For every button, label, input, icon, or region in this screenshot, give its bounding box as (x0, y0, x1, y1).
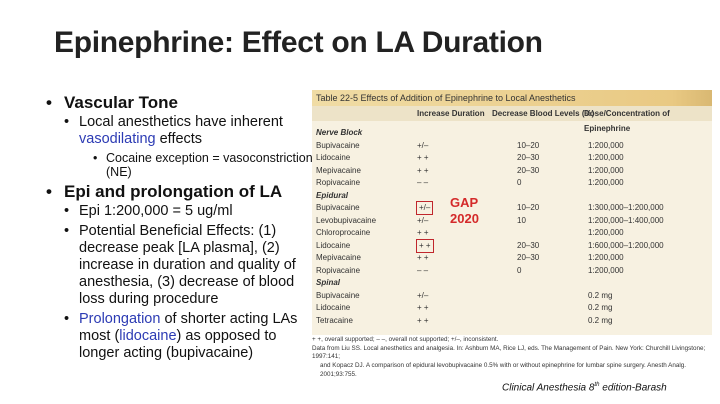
drug-name: Chloroprocaine (316, 228, 371, 237)
drug-name: Levobupivacaine (316, 215, 377, 225)
table-section-row: Nerve Block (312, 127, 712, 139)
epi-dose: 1:200,000 (588, 140, 624, 150)
drug-name: Bupivacaine (316, 290, 360, 300)
increase-duration: +/– (417, 140, 429, 150)
drug-name: Bupivacaine (316, 203, 360, 212)
table-row: Mepivacaine + + 20–30 1:200,000 (312, 252, 712, 264)
drug-name: Bupivacaine (316, 140, 360, 150)
bullet-vascular-tone: Vascular Tone (46, 94, 316, 111)
table-row: Bupivacaine +/– 10–20 1:200,000 (312, 140, 712, 152)
table-row: Lidocaine + + 0.2 mg (312, 302, 712, 314)
bullet-cocaine: Cocaine exception = vasoconstriction (NE… (46, 151, 316, 179)
decrease-blood-levels: 20–30 (517, 253, 540, 262)
drug-name: Ropivacaine (316, 178, 361, 187)
epi-dose: 1:200,000 (588, 253, 624, 262)
increase-duration: +/– (417, 215, 429, 225)
decrease-blood-levels: 0 (517, 178, 522, 187)
epi-dose: 1:200,000 (588, 265, 624, 275)
drug-name: Lidocaine (316, 303, 351, 312)
table-footnotes: + +, overall supported; – –, overall not… (312, 335, 712, 378)
increase-duration: +/– (415, 201, 434, 215)
table-row: Lidocaine + + 20–30 1:200,000 (312, 152, 712, 164)
epinephrine-table: Table 22-5 Effects of Addition of Epinep… (312, 90, 712, 378)
epi-dose: 1:200,000 (588, 165, 624, 175)
table-row: Lidocaine + + 20–30 1:600,000–1:200,000 (312, 238, 712, 253)
drug-name: Tetracaine (316, 315, 353, 325)
bullet-vasodilating: Local anesthetics have inherent vasodila… (46, 114, 316, 148)
drug-name: Nerve Block (316, 128, 363, 137)
drug-name: Ropivacaine (316, 265, 361, 275)
increase-duration: – – (417, 265, 429, 275)
epi-dose: 0.2 mg (588, 303, 613, 312)
bullet-benefits: Potential Beneficial Effects: (1) decrea… (46, 223, 316, 308)
bullet-epi-prolongation: Epi and prolongation of LA (46, 183, 316, 200)
epi-dose: 1:200,000 (588, 228, 624, 237)
drug-name: Lidocaine (316, 153, 351, 162)
increase-duration: + + (417, 228, 429, 237)
gap-annotation: GAP 2020 (450, 195, 479, 226)
increase-duration: + + (417, 153, 429, 162)
decrease-blood-levels: 0 (517, 265, 522, 275)
epi-dose: 1:200,000 (588, 153, 624, 162)
epi-dose: 0.2 mg (588, 290, 613, 300)
decrease-blood-levels: 20–30 (517, 153, 540, 162)
slide-title: Epinephrine: Effect on LA Duration (54, 26, 543, 59)
table-section-row: Epidural (312, 190, 712, 202)
table-row: Ropivacaine – – 0 1:200,000 (312, 177, 712, 189)
drug-name: Mepivacaine (316, 253, 361, 262)
increase-duration: + + (417, 253, 429, 262)
decrease-blood-levels: 20–30 (517, 165, 540, 175)
table-row: Bupivacaine +/– 0.2 mg (312, 290, 712, 302)
table-row: Chloroprocaine + + 1:200,000 (312, 227, 712, 239)
epi-dose: 0.2 mg (588, 315, 613, 325)
drug-name: Spinal (316, 278, 341, 287)
increase-duration: + + (416, 238, 434, 253)
increase-duration: + + (417, 165, 429, 175)
decrease-blood-levels: 20–30 (517, 240, 540, 250)
epi-dose: 1:300,000–1:200,000 (588, 203, 664, 212)
table-row: Bupivacaine +/– 10–20 1:300,000–1:200,000 (312, 201, 712, 215)
bullet-epi-dose: Epi 1:200,000 = 5 ug/ml (46, 203, 316, 220)
bullet-list: Vascular Tone Local anesthetics have inh… (46, 90, 316, 362)
increase-duration: +/– (417, 290, 429, 300)
drug-name: Mepivacaine (316, 165, 361, 175)
table-row: Tetracaine + + 0.2 mg (312, 315, 712, 327)
increase-duration: – – (417, 178, 429, 187)
bullet-prolongation: Prolongation of shorter acting LAs most … (46, 311, 316, 362)
decrease-blood-levels: 10 (517, 215, 526, 225)
drug-name: Lidocaine (316, 240, 351, 250)
citation: Clinical Anesthesia 8th edition-Barash (502, 382, 667, 394)
table-caption: Table 22-5 Effects of Addition of Epinep… (312, 90, 712, 106)
decrease-blood-levels: 10–20 (517, 140, 540, 150)
decrease-blood-levels: 10–20 (517, 203, 540, 212)
increase-duration: + + (417, 303, 429, 312)
table-row: Mepivacaine + + 20–30 1:200,000 (312, 165, 712, 177)
epi-dose: 1:600,000–1:200,000 (588, 240, 664, 250)
table-section-row: Spinal (312, 277, 712, 289)
epi-dose: 1:200,000 (588, 178, 624, 187)
epi-dose: 1:200,000–1:400,000 (588, 215, 664, 225)
drug-name: Epidural (316, 190, 349, 200)
increase-duration: + + (417, 315, 429, 325)
table-row: Levobupivacaine +/– 10 1:200,000–1:400,000 (312, 215, 712, 227)
table-header: Increase Duration Decrease Blood Levels … (312, 106, 712, 133)
table-row: Ropivacaine – – 0 1:200,000 (312, 265, 712, 277)
